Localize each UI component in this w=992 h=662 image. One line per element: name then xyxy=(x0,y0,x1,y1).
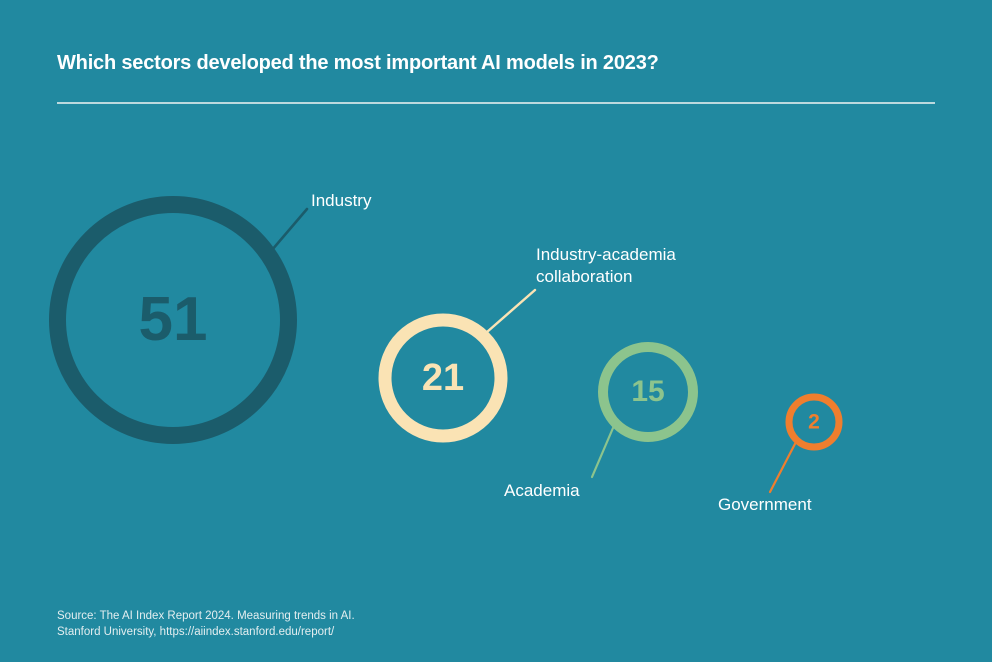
source-citation: Source: The AI Index Report 2024. Measur… xyxy=(57,610,355,638)
bubble-value-government: 2 xyxy=(808,410,820,434)
bubble-label-government: Government xyxy=(718,495,812,514)
bubble-ring-collaboration xyxy=(378,313,508,443)
bubble-label-academia: Academia xyxy=(504,481,580,500)
leader-line-collaboration xyxy=(485,288,537,334)
bubble-label-industry: Industry xyxy=(311,191,372,210)
bubble-value-academia: 15 xyxy=(631,375,665,408)
leader-line-government xyxy=(768,438,799,494)
bubble-ring-government xyxy=(785,393,843,451)
bubble-ring-industry xyxy=(49,196,297,444)
bubble-value-collaboration: 21 xyxy=(421,357,465,399)
bubble-ring-academia xyxy=(598,342,698,442)
leader-line-academia xyxy=(590,426,615,479)
page-title: Which sectors developed the most importa… xyxy=(57,52,659,74)
bubble-value-industry: 51 xyxy=(138,285,208,354)
header-divider xyxy=(57,102,935,104)
bubble-label-collaboration: Industry-academia collaboration xyxy=(536,245,676,286)
